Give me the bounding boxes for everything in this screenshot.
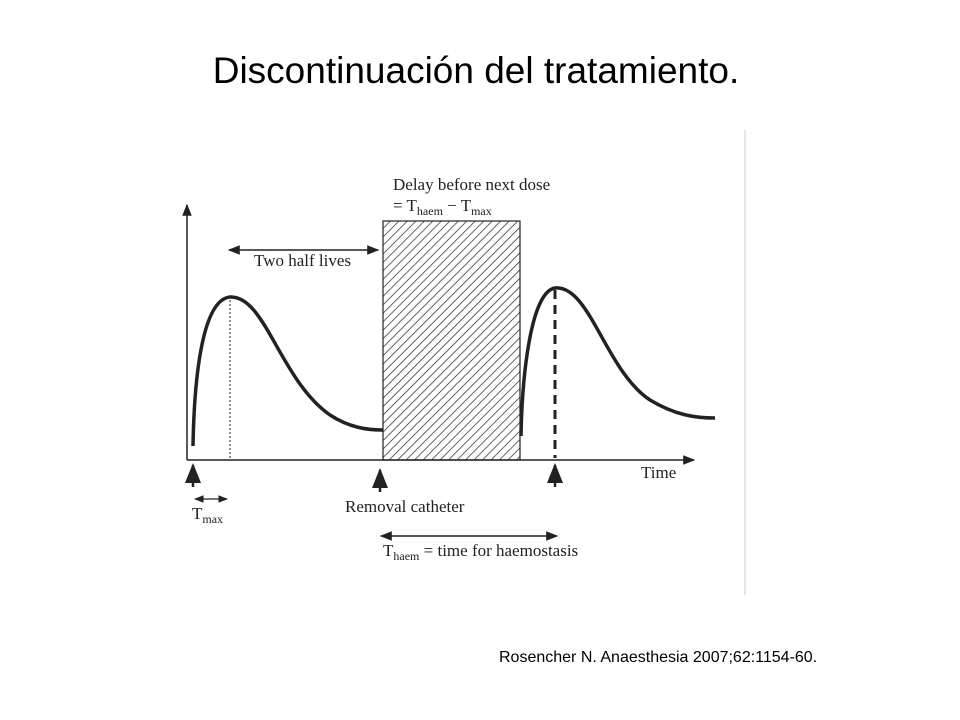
delay-label: Delay before next dose bbox=[393, 175, 550, 194]
delay-formula: = Thaem − Tmax bbox=[393, 196, 492, 218]
text: = T bbox=[393, 196, 418, 215]
diagram bbox=[182, 130, 746, 595]
curve-1 bbox=[191, 295, 384, 447]
text: T bbox=[383, 541, 394, 560]
thaem-label: Thaem = time for haemostasis bbox=[383, 541, 578, 563]
tmax-label: Tmax bbox=[192, 504, 223, 526]
subscript: max bbox=[202, 512, 223, 526]
text: − T bbox=[443, 196, 472, 215]
delay-box bbox=[382, 220, 521, 461]
time-label: Time bbox=[641, 463, 676, 482]
subscript: haem bbox=[417, 204, 444, 218]
text: T bbox=[192, 504, 203, 523]
subscript: haem bbox=[393, 549, 420, 563]
text: = time for haemostasis bbox=[419, 541, 578, 560]
citation: Rosencher N. Anaesthesia 2007;62:1154-60… bbox=[499, 649, 817, 666]
removal-label: Removal catheter bbox=[345, 497, 465, 516]
subscript: max bbox=[471, 204, 492, 218]
curve-2 bbox=[519, 286, 716, 437]
half-lives-label: Two half lives bbox=[254, 251, 351, 270]
slide-title: Discontinuación del tratamiento. bbox=[213, 50, 740, 91]
